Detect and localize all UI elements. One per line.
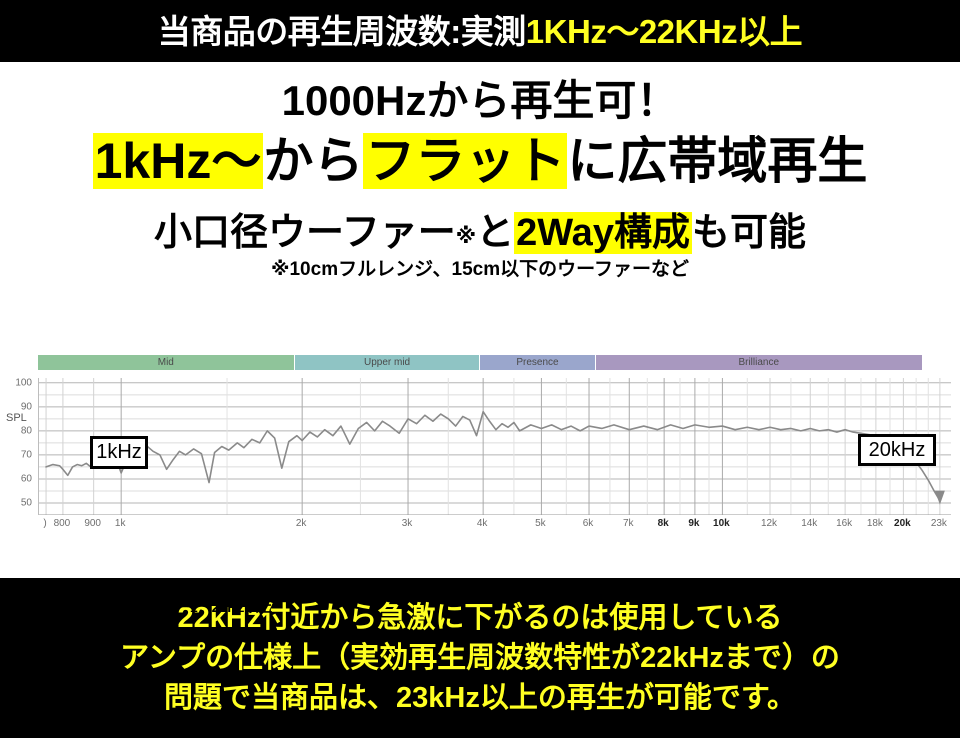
headline-3-plain-2: と [476,212,515,254]
y-tick-70: 70 [20,449,32,461]
chart-plot-area [38,378,951,515]
headline-line-2: 1kHz～からフラットに広帯域再生 [0,133,960,189]
x-tick-18k: 18k [866,518,883,529]
x-tick-4k: 4k [476,518,488,529]
x-tick-20k: 20k [894,518,911,529]
band-presence: Presence [480,355,596,370]
y-tick-90: 90 [20,401,32,413]
band-upper-mid: Upper mid [294,355,481,370]
headline-line-3: 小口径ウーファー※と2Way構成も可能 [0,212,960,254]
x-tick-5k: 5k [535,518,546,529]
headline-subnote: ※10cmフルレンジ、15cm以下のウーファーなど [271,259,689,280]
headline-2-highlight-flat: フラット [363,133,568,189]
headline-3-plain-3: も可能 [691,212,806,254]
top-banner-white-text: 当商品の再生周波数:実測 [157,12,527,50]
headline-2-plain-2: に広帯域再生 [567,133,868,189]
y-axis: 50 60 70 80 90 100 [0,377,36,515]
headline-line-1: 1000Hzから再生可！ [281,77,679,124]
top-banner-yellow-text: 1KHz～22KHz以上 [525,12,803,50]
headline-3-highlight-2way: 2Way構成 [514,212,692,254]
x-tick-10k: 10k [713,518,730,529]
x-tick-900: 900 [84,518,101,529]
headline-3-asterisk-mark: ※ [455,224,477,248]
frequency-band-legend: Mid Upper mid Presence Brilliance [38,355,923,370]
band-brilliance: Brilliance [595,355,923,370]
x-axis: ) 800 900 1k 2k 3k 4k 5k 6k 7k 8k 9k 10k 12k 14k 16k 18k… [0,518,960,534]
bottom-banner-line-3: 問題で当商品は、23kHz以上の再生が可能です。 [164,682,796,714]
x-tick-7k: 7k [622,518,634,529]
headline-2-plain-1: から [263,133,364,189]
main-content: 1000Hzから再生可！ 1kHz～からフラットに広帯域再生 小口径ウーファー※… [0,77,960,615]
spl-axis-label: SPL [6,412,27,424]
x-tick-6k: 6k [582,518,594,529]
y-tick-100: 100 [15,377,32,389]
x-tick-12k: 12k [760,518,778,529]
x-tick-16k: 16k [836,518,853,529]
bottom-banner-line-1: 22kHz付近から急激に下がるのは使用している [177,601,783,634]
frequency-response-chart: Mid Upper mid Presence Brilliance 50 60 70 80 9… [0,350,960,578]
band-mid: Mid [38,355,295,370]
x-tick-1k: 1k [114,518,126,529]
x-tick-14k: 14k [801,518,818,529]
x-tick-3k: 3k [401,518,413,529]
x-tick-2k: 2k [295,518,307,529]
x-tick-23k: 23k [930,518,947,529]
headline-2-highlight-1khz: 1kHz～ [92,133,264,189]
callout-20khz: 20kHz [858,434,936,466]
chart-svg [39,378,951,515]
top-banner-text: 当商品の再生周波数:実測1KHz～22KHz以上 [157,12,803,50]
x-tick-9k: 9k [688,518,700,529]
chart-caption: 推奨最低クロスオーバー1．2kHz以上 [36,599,273,615]
x-tick-): ) [43,518,47,529]
y-tick-60: 60 [20,473,32,485]
callout-1khz: 1kHz [90,436,148,469]
x-tick-8k: 8k [657,518,669,529]
y-tick-80: 80 [20,425,32,437]
top-banner: 当商品の再生周波数:実測1KHz～22KHz以上 [0,0,960,62]
y-tick-50: 50 [20,497,32,509]
bottom-banner-line-2: アンプの仕様上（実効再生周波数特性が22kHzまで）の [120,641,840,674]
bottom-banner: 22kHz付近から急激に下がるのは使用している アンプの仕様上（実効再生周波数特… [0,578,960,738]
x-tick-800: 800 [53,518,71,529]
headline-3-plain-1: 小口径ウーファー [154,212,456,254]
